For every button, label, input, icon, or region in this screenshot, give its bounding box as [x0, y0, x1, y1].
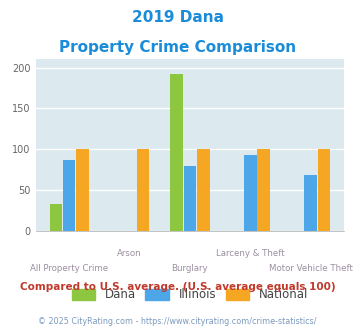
Bar [184, 166, 196, 231]
Legend: Dana, Illinois, National: Dana, Illinois, National [72, 288, 308, 301]
Bar [170, 74, 183, 231]
Bar [244, 155, 257, 231]
Bar [76, 149, 89, 231]
Text: © 2025 CityRating.com - https://www.cityrating.com/crime-statistics/: © 2025 CityRating.com - https://www.city… [38, 317, 317, 326]
Text: Motor Vehicle Theft: Motor Vehicle Theft [269, 264, 353, 273]
Bar [318, 149, 330, 231]
Bar [304, 176, 317, 231]
Text: Burglary: Burglary [171, 264, 208, 273]
Bar [257, 149, 270, 231]
Bar [63, 160, 76, 231]
Text: All Property Crime: All Property Crime [30, 264, 108, 273]
Bar [50, 204, 62, 231]
Text: 2019 Dana: 2019 Dana [131, 10, 224, 25]
Text: Compared to U.S. average. (U.S. average equals 100): Compared to U.S. average. (U.S. average … [20, 282, 335, 292]
Bar [197, 149, 209, 231]
Bar [137, 149, 149, 231]
Text: Arson: Arson [117, 249, 142, 258]
Text: Property Crime Comparison: Property Crime Comparison [59, 40, 296, 54]
Text: Larceny & Theft: Larceny & Theft [216, 249, 285, 258]
